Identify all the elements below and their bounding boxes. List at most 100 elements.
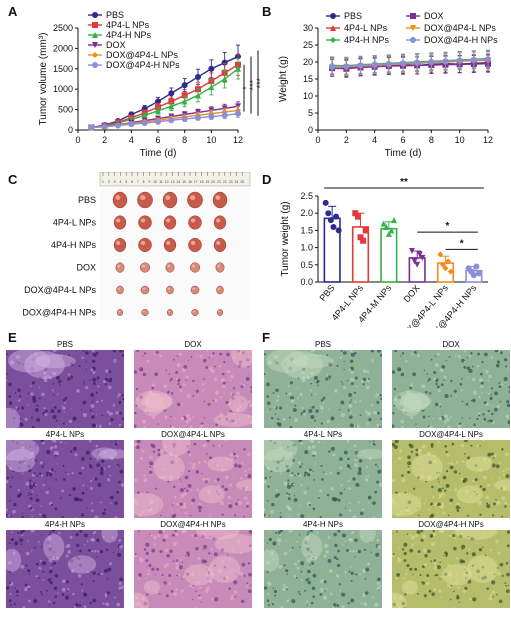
cell <box>143 352 147 355</box>
cell <box>306 558 311 563</box>
cell <box>362 595 365 598</box>
cell <box>429 515 433 518</box>
cell <box>53 586 58 590</box>
cell <box>277 530 281 535</box>
y-tick-label: 1.0 <box>300 243 313 253</box>
cell <box>60 354 63 357</box>
cell <box>354 538 358 542</box>
cell <box>380 397 382 401</box>
cell <box>187 554 190 558</box>
cell <box>286 445 289 448</box>
cell <box>332 603 337 607</box>
cell <box>96 450 101 456</box>
cell <box>398 494 401 497</box>
cell <box>443 379 445 382</box>
cell <box>226 554 229 557</box>
cell <box>34 483 38 486</box>
cell <box>96 556 98 558</box>
cell <box>195 606 197 608</box>
cell <box>502 473 506 477</box>
cell <box>505 589 510 593</box>
tumor-highlight <box>115 195 121 200</box>
tumor <box>188 237 202 253</box>
cell <box>481 546 484 548</box>
cell <box>362 568 367 573</box>
ruler-label: 25 <box>240 180 244 184</box>
cell <box>135 404 138 407</box>
cell <box>446 453 450 457</box>
cell <box>310 350 315 353</box>
cell <box>349 401 352 404</box>
cell <box>212 352 215 355</box>
cell <box>310 414 315 420</box>
cell <box>206 577 209 579</box>
cell <box>177 380 180 383</box>
cell <box>433 559 437 563</box>
cell <box>190 425 193 428</box>
cell <box>31 425 35 428</box>
cell <box>234 576 236 579</box>
cell <box>8 514 11 517</box>
cell <box>409 383 414 387</box>
cell <box>238 404 242 408</box>
cell <box>482 440 485 442</box>
cell <box>61 405 63 407</box>
cell <box>58 531 61 535</box>
cell <box>379 394 382 397</box>
cell <box>241 400 244 403</box>
cell <box>306 544 309 547</box>
cell <box>360 379 365 384</box>
cell <box>157 534 161 538</box>
cell <box>275 399 278 402</box>
x-tick-label: 12 <box>483 135 493 145</box>
cell <box>379 353 382 357</box>
cell <box>323 595 328 600</box>
cell <box>176 355 179 357</box>
cell <box>162 475 166 479</box>
cell <box>298 534 301 536</box>
cell <box>65 442 67 444</box>
y-tick-label: 10 <box>303 91 313 101</box>
cell <box>480 385 484 389</box>
cell <box>487 409 490 413</box>
cell <box>51 471 54 473</box>
cell <box>71 570 74 572</box>
cell <box>355 573 358 576</box>
cell <box>247 584 249 587</box>
y-tick-label: 500 <box>58 105 73 115</box>
tumor <box>112 191 128 209</box>
cell <box>264 513 266 517</box>
cell <box>29 482 32 485</box>
cell <box>488 596 493 601</box>
cell <box>348 480 351 483</box>
cell <box>275 361 279 365</box>
cell <box>474 477 478 482</box>
cell <box>83 543 86 546</box>
cell <box>302 412 306 417</box>
cell <box>501 496 506 500</box>
cell <box>166 553 170 558</box>
cell <box>198 509 202 512</box>
legend-label: DOX@4P4-L NPs <box>424 23 496 33</box>
cell <box>402 577 405 580</box>
tunel-label: PBS <box>314 340 331 349</box>
cell <box>372 501 376 505</box>
cell <box>410 450 414 453</box>
cell <box>317 384 319 387</box>
cell <box>436 385 440 389</box>
cell <box>336 364 339 368</box>
tunel-image <box>392 440 510 518</box>
cell <box>442 487 444 490</box>
cell <box>149 497 152 499</box>
legend-label: DOX <box>106 40 126 50</box>
cell <box>404 491 407 494</box>
ruler-label: 8 <box>143 180 145 184</box>
cell <box>48 487 51 489</box>
cell <box>42 484 45 487</box>
tissue-patch <box>162 440 191 457</box>
cell <box>91 502 93 505</box>
cell <box>12 509 16 514</box>
cell <box>477 576 480 578</box>
cell <box>238 571 243 576</box>
cell <box>490 387 494 390</box>
